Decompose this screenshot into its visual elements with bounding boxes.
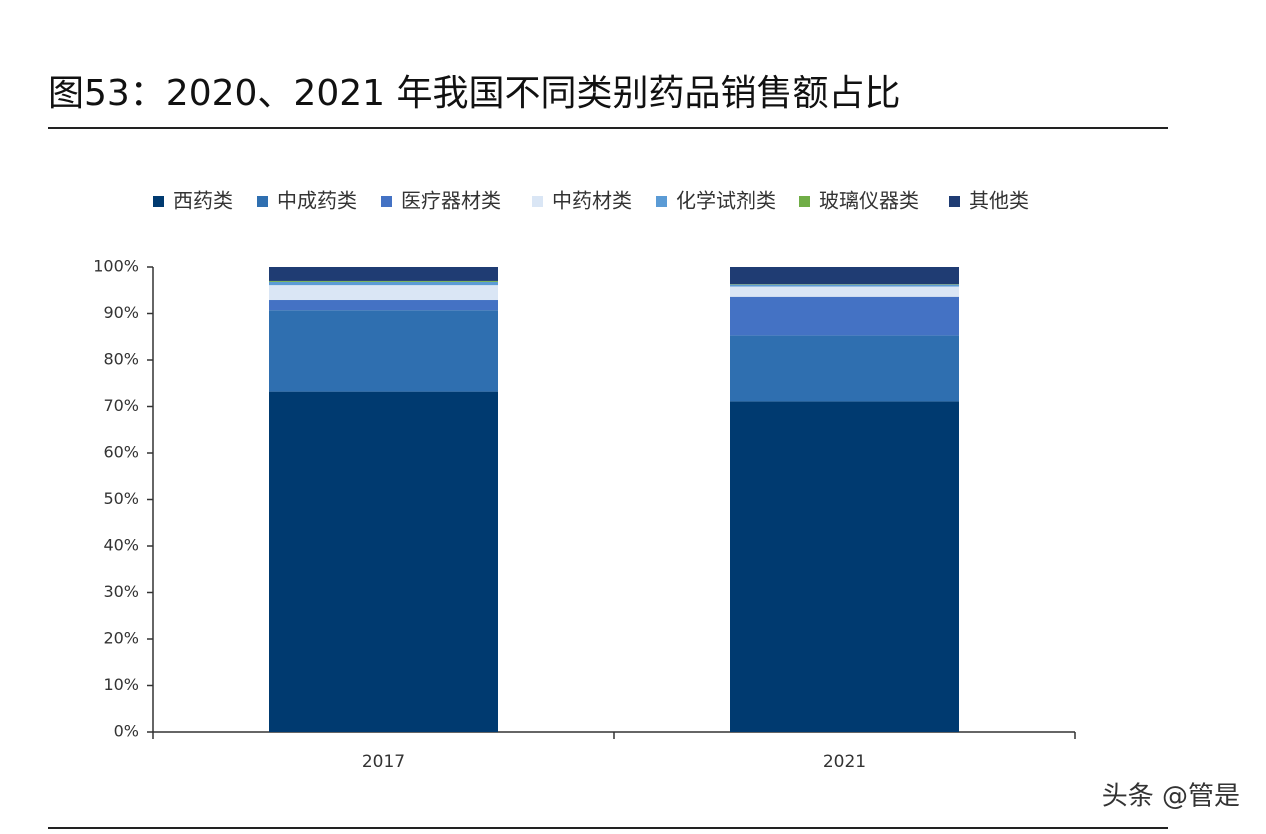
bar-segment (730, 401, 959, 732)
legend-label: 医疗器材类 (401, 189, 501, 213)
y-tick-label: 40% (103, 536, 139, 555)
y-tick-label: 0% (114, 722, 139, 741)
bar-segment (730, 267, 959, 285)
legend-label: 中药材类 (552, 189, 632, 213)
bar-segment (269, 267, 498, 281)
bar-segment (269, 285, 498, 301)
bar-segment (269, 300, 498, 311)
y-tick-label: 10% (103, 675, 139, 694)
legend-label: 西药类 (173, 189, 233, 213)
y-tick-label: 90% (103, 303, 139, 322)
y-tick-label: 100% (93, 257, 139, 276)
y-tick-label: 20% (103, 629, 139, 648)
legend-swatch (656, 196, 667, 207)
bar-segment (269, 391, 498, 732)
bar-segment (730, 296, 959, 336)
legend-swatch (532, 196, 543, 207)
legend-label: 中成药类 (277, 189, 357, 213)
y-tick-label: 30% (103, 582, 139, 601)
bar-segment (269, 281, 498, 286)
y-tick-label: 70% (103, 396, 139, 415)
y-tick-label: 60% (103, 443, 139, 462)
legend-swatch (799, 196, 810, 207)
legend-swatch (257, 196, 268, 207)
bar-segment (730, 284, 959, 287)
legend-swatch (381, 196, 392, 207)
x-tick-label: 2021 (823, 752, 866, 772)
y-tick-label: 50% (103, 489, 139, 508)
watermark: 头条 @管是 (1102, 782, 1240, 812)
legend-swatch (153, 196, 164, 207)
legend-label: 玻璃仪器类 (819, 189, 919, 213)
legend-label: 化学试剂类 (676, 189, 776, 213)
legend-swatch (949, 196, 960, 207)
bar-segment (730, 335, 959, 402)
legend-label: 其他类 (969, 189, 1029, 213)
bar-segment (269, 280, 498, 282)
bar-segment (730, 286, 959, 297)
x-tick-label: 2017 (362, 752, 405, 772)
chart-title: 图53：2020、2021 年我国不同类别药品销售额占比 (48, 73, 901, 114)
bar-segment (269, 310, 498, 392)
y-tick-label: 80% (103, 350, 139, 369)
